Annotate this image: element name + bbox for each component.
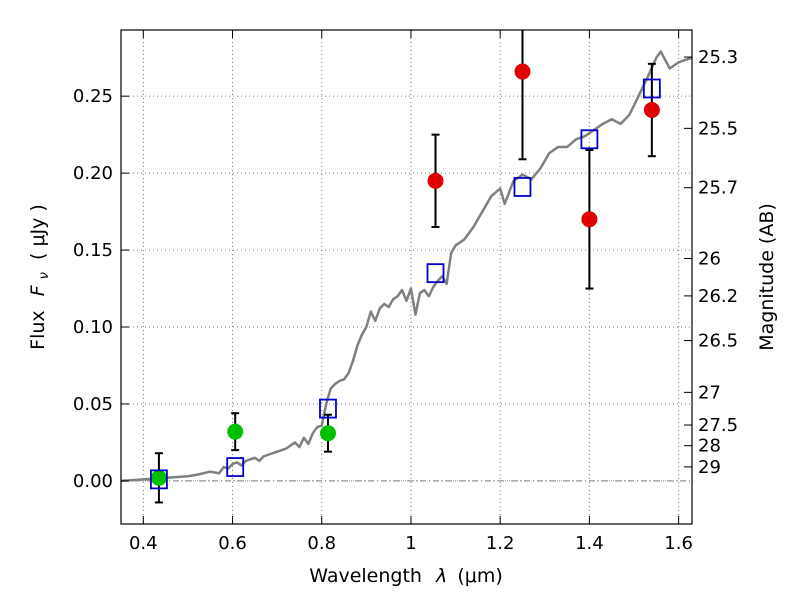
model-flux-square (226, 457, 245, 477)
observed-flux-point (427, 172, 444, 189)
x-tick-label: 1.2 (486, 533, 515, 554)
gridlines (121, 30, 692, 524)
secondary-y-axis-title: Magnitude (AB) (756, 203, 778, 351)
model-flux-square (513, 177, 532, 197)
observed-flux-point (643, 102, 660, 119)
y-tick-label: 0.20 (73, 163, 113, 184)
magnitude-tick-label: 26.2 (698, 286, 738, 307)
observed-flux-point (581, 211, 598, 228)
x-axis-title: Wavelength λ (μm) (309, 565, 502, 587)
plot-frame (120, 29, 693, 525)
x-tick-label: 1.4 (575, 533, 604, 554)
model-flux-square (580, 129, 599, 150)
magnitude-tick-label: 25.5 (698, 118, 738, 139)
model-flux-square (150, 469, 168, 490)
x-tick-label: 0.6 (218, 533, 247, 554)
x-tick-label: 0.8 (307, 533, 336, 554)
axis-ticks: 0.4 0.6 0.8 1 1.2 1.4 1.6 0.00 0.05 0.10 0.15 0.20 0… (73, 30, 738, 554)
magnitude-tick-label: 26 (698, 248, 721, 269)
observed-flux-point (227, 423, 244, 440)
observed-flux-point (319, 425, 336, 442)
magnitude-tick-label: 28 (698, 436, 721, 457)
magnitude-tick-label: 25.3 (698, 47, 738, 68)
magnitude-tick-label: 26.5 (698, 331, 738, 352)
model-flux-square (642, 78, 661, 99)
y-axis-title: Flux F ν ( μJy ) (27, 204, 53, 350)
y-tick-label: 0.15 (73, 240, 113, 261)
magnitude-tick-label: 25.7 (698, 178, 738, 199)
y-tick-label: 0.05 (73, 394, 113, 415)
magnitude-tick-label: 27.5 (698, 415, 738, 436)
x-tick-label: 1.6 (664, 533, 693, 554)
magnitude-tick-label: 27 (698, 382, 721, 403)
model-flux-square (426, 263, 445, 284)
observed-flux-point (150, 469, 167, 486)
x-tick-label: 0.4 (129, 533, 158, 554)
y-tick-label: 0.00 (73, 471, 113, 492)
y-tick-label: 0.25 (73, 86, 113, 107)
model-spectrum-line (120, 50, 693, 483)
y-tick-label: 0.10 (73, 317, 113, 338)
magnitude-tick-label: 29 (698, 457, 721, 478)
model-flux-square (319, 398, 337, 419)
data-markers (150, 30, 661, 504)
observed-flux-point (514, 63, 531, 80)
x-tick-label: 1 (405, 533, 416, 554)
